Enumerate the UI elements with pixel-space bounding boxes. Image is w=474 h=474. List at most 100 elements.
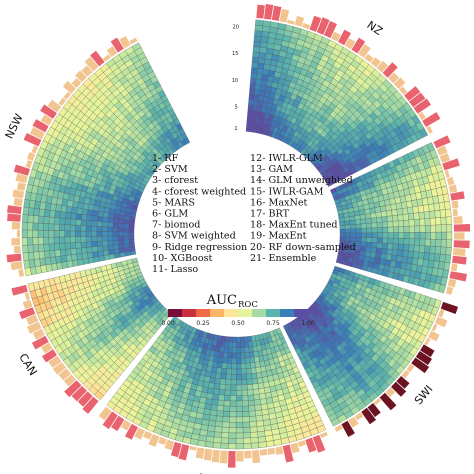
method-legend-item: 13- GAM bbox=[250, 164, 293, 175]
heatmap-cell-sa bbox=[392, 220, 399, 228]
outer-bar-nz bbox=[316, 17, 330, 35]
heatmap-cell-nsw bbox=[53, 236, 60, 244]
heatmap-cell-awt bbox=[206, 392, 214, 400]
heatmap-cell-sa bbox=[344, 224, 351, 230]
heatmap-cell-nsw bbox=[71, 253, 78, 261]
heatmap-cell-sa bbox=[350, 228, 357, 234]
heatmap-cell-nsw bbox=[38, 251, 45, 259]
heatmap-cell-sa bbox=[376, 222, 383, 228]
heatmap-cell-awt bbox=[228, 438, 237, 444]
outer-bar-nsw bbox=[40, 114, 53, 126]
method-legend-item: 18- MaxEnt tuned bbox=[250, 220, 338, 231]
heatmap-cell-awt bbox=[219, 378, 226, 385]
heatmap-cell-sa bbox=[381, 243, 388, 250]
outer-bar-awt bbox=[124, 423, 139, 440]
heatmap-cell-nsw bbox=[102, 249, 110, 256]
heatmap-cell-awt bbox=[209, 409, 218, 416]
heatmap-cell-sa bbox=[398, 238, 405, 245]
heatmap-cell-sa bbox=[355, 241, 362, 247]
outer-bar-swi bbox=[401, 370, 410, 379]
heatmap-cell-sa bbox=[438, 284, 446, 294]
outer-bar-swi bbox=[341, 420, 355, 437]
heatmap-cell-nz bbox=[258, 57, 266, 64]
heatmap-cell-awt bbox=[242, 400, 249, 407]
heatmap-cell-nz bbox=[247, 104, 254, 111]
heatmap-cell-awt bbox=[241, 373, 247, 380]
heatmap-cell-sa bbox=[428, 203, 435, 212]
heatmap-cell-nsw bbox=[53, 230, 60, 238]
heatmap-cell-nz bbox=[258, 52, 267, 59]
heatmap-cell-sa bbox=[360, 237, 367, 243]
method-legend-item: 19- MaxEnt bbox=[250, 231, 307, 242]
outer-bar-nz bbox=[302, 22, 311, 30]
heatmap-cell-nsw bbox=[112, 231, 119, 237]
heatmap-cell-awt bbox=[224, 336, 230, 343]
heatmap-cell-awt bbox=[207, 387, 214, 395]
heatmap-cell-nsw bbox=[21, 237, 28, 246]
outer-bar-awt bbox=[312, 434, 326, 453]
heatmap-cell-nsw bbox=[43, 216, 50, 224]
heatmap-cell-awt bbox=[228, 443, 237, 450]
heatmap-cell-nsw bbox=[96, 231, 103, 237]
heatmap-cell-awt bbox=[254, 361, 261, 368]
heatmap-cell-nsw bbox=[70, 212, 77, 220]
outer-bar-swi bbox=[361, 407, 376, 425]
region-label-swi: SWI bbox=[412, 383, 436, 407]
outer-bar-sa bbox=[446, 177, 455, 186]
heatmap-cell-awt bbox=[246, 378, 253, 385]
heatmap-cell-awt bbox=[256, 420, 264, 427]
heatmap-cell-awt bbox=[231, 352, 237, 359]
heatmap-cells bbox=[21, 19, 453, 450]
heatmap-cell-nsw bbox=[117, 235, 124, 241]
heatmap-cell-sa bbox=[385, 204, 392, 212]
outer-bar-swi bbox=[373, 398, 382, 406]
heatmap-cell-awt bbox=[227, 352, 233, 359]
heatmap-cell-sa bbox=[350, 232, 357, 238]
heatmap-cell-sa bbox=[446, 224, 453, 233]
heatmap-cell-nz bbox=[255, 78, 262, 86]
heatmap-cell-sa bbox=[366, 237, 373, 243]
heatmap-cell-awt bbox=[231, 358, 237, 364]
outer-bar-can bbox=[41, 342, 53, 354]
heatmap-cell-nsw bbox=[97, 216, 104, 222]
heatmap-cell-nsw bbox=[86, 241, 93, 248]
heatmap-cell-sa bbox=[339, 221, 346, 226]
outer-bar-swi bbox=[411, 357, 430, 374]
outer-bar-awt bbox=[282, 444, 294, 463]
heatmap-cell-nsw bbox=[21, 229, 28, 238]
heatmap-cell-awt bbox=[230, 390, 237, 396]
outer-bar-nz bbox=[344, 38, 356, 50]
heatmap-cell-sa bbox=[392, 238, 399, 245]
outer-bar-swi bbox=[440, 301, 459, 314]
heatmap-cell-awt bbox=[254, 356, 260, 363]
heatmap-cell-awt bbox=[250, 367, 257, 374]
outer-bar-nz bbox=[413, 98, 431, 114]
heatmap-cell-sa bbox=[371, 227, 378, 233]
heatmap-cell-nz bbox=[256, 68, 264, 75]
heatmap-cell-sa bbox=[375, 247, 383, 254]
outer-bar-sa bbox=[449, 271, 468, 282]
heatmap-cell-sa bbox=[386, 215, 393, 222]
outer-bar-awt bbox=[227, 450, 236, 468]
heatmap-cell-nsw bbox=[85, 225, 92, 232]
heatmap-cell-nsw bbox=[81, 252, 89, 260]
heatmap-cell-sa bbox=[376, 242, 383, 249]
heatmap-cell-awt bbox=[222, 352, 229, 359]
heatmap-cell-nsw bbox=[55, 204, 62, 212]
heatmap-cell-awt bbox=[211, 399, 219, 406]
outer-bar-sa bbox=[453, 216, 463, 224]
heatmap-cell-nsw bbox=[65, 248, 72, 256]
heatmap-cell-nsw bbox=[81, 214, 88, 221]
outer-bar-can bbox=[41, 349, 57, 363]
heatmap-cell-sa bbox=[401, 256, 408, 264]
outer-bar-can bbox=[11, 284, 28, 296]
heatmap-cell-nsw bbox=[102, 221, 109, 228]
outer-bar-nsw bbox=[81, 65, 93, 77]
heatmap-cell-nsw bbox=[131, 42, 142, 52]
outer-bar-swi bbox=[428, 330, 440, 342]
heatmap-cell-nsw bbox=[48, 230, 55, 238]
heatmap-cell-sa bbox=[350, 236, 357, 242]
heatmap-cell-awt bbox=[216, 362, 223, 369]
outer-bar-nz bbox=[364, 53, 374, 63]
heatmap-cell-awt bbox=[251, 378, 259, 385]
